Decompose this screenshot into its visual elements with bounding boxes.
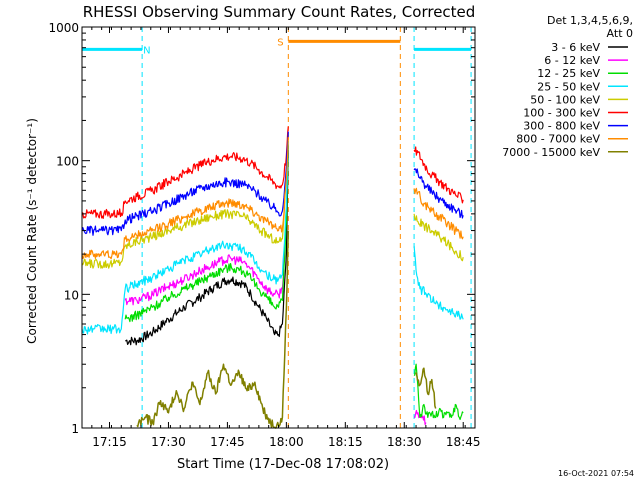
annotation-0: N: [143, 45, 150, 56]
annotation-1: S: [277, 37, 283, 48]
y-axis-label: Corrected Count Rate (s⁻¹ detector⁻¹): [25, 118, 39, 344]
chart-title: RHESSI Observing Summary Count Rates, Co…: [83, 3, 476, 21]
x-tick-label-0: 17:15: [92, 435, 127, 449]
y-tick-label-3: 1000: [48, 21, 79, 35]
x-tick-label-2: 17:45: [210, 435, 245, 449]
series-line-5: [413, 146, 464, 204]
legend-label-5: 100 - 300 keV: [523, 107, 600, 120]
series-line-0: [125, 150, 289, 346]
series-line-7: [413, 187, 464, 240]
legend-label-7: 800 - 7000 keV: [516, 133, 600, 146]
legend-label-4: 50 - 100 keV: [530, 93, 600, 106]
legend-header-line-1: Det 1,3,4,5,6,9,: [547, 14, 633, 27]
series-line-8: [415, 367, 437, 409]
legend-label-2: 12 - 25 keV: [537, 67, 600, 80]
legend-label-0: 3 - 6 keV: [551, 41, 600, 54]
series-line-7-part-264: [81, 137, 289, 260]
series-line-4: [413, 213, 464, 262]
axis-ticks: 17:15 17:30 17:45 18:00 18:15 18:30 18:45 1 10 10…: [48, 21, 480, 449]
series-line-6-part-264: [81, 131, 289, 236]
series-line-1-part-209: [124, 145, 289, 306]
legend-label-3: 25 - 50 keV: [537, 80, 600, 93]
series-line-3-part-264: [81, 141, 289, 335]
x-tick-label-1: 17:30: [151, 435, 186, 449]
series-line-3: [413, 245, 464, 320]
series-line-4-part-264: [81, 133, 289, 269]
legend-label-1: 6 - 12 keV: [544, 54, 600, 67]
series-line-2: [413, 363, 464, 421]
legend-label-8: 7000 - 15000 keV: [502, 146, 600, 159]
y-tick-label-2: 100: [56, 155, 79, 169]
generated-timestamp: 16-Oct-2021 07:54: [558, 469, 634, 478]
x-tick-label-3: 18:00: [269, 435, 304, 449]
series-line-2-part-209: [124, 145, 289, 323]
x-tick-label-5: 18:30: [387, 435, 422, 449]
plot-area: NS: [81, 27, 472, 429]
series-line-5-part-264: [81, 126, 289, 219]
legend-label-6: 300 - 800 keV: [523, 120, 600, 133]
x-tick-label-4: 18:15: [328, 435, 363, 449]
y-tick-label-1: 10: [64, 288, 79, 302]
x-axis-label: Start Time (17-Dec-08 17:08:02): [177, 457, 389, 472]
legend-header-line-2: Att 0: [607, 27, 633, 40]
x-tick-label-6: 18:45: [446, 435, 481, 449]
series-line-6: [413, 168, 464, 219]
y-tick-label-0: 1: [71, 422, 79, 436]
series-line-8-part-194: [136, 230, 290, 429]
